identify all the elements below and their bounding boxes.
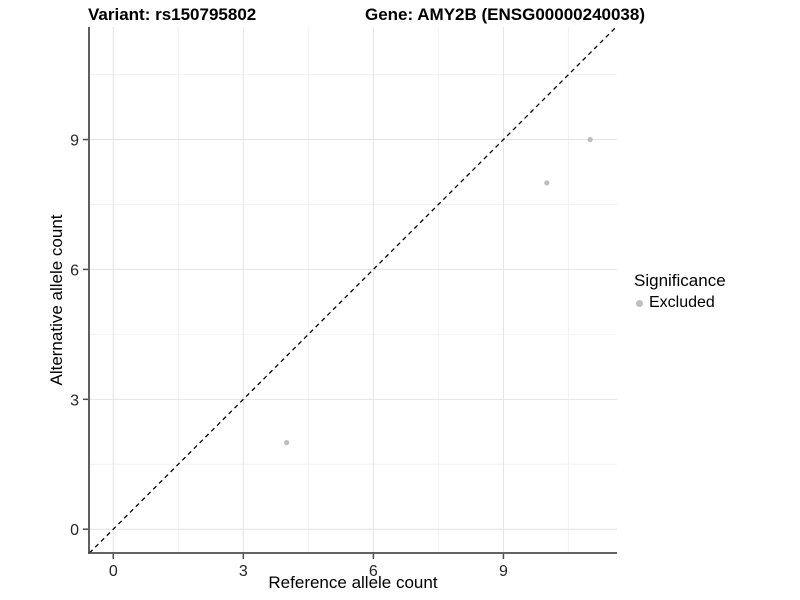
y-axis-title: Alternative allele count: [47, 214, 66, 386]
x-tick-label: 3: [239, 563, 248, 580]
legend-point-icon: [636, 299, 643, 307]
y-tick-label: 3: [70, 392, 79, 409]
legend: Significance Excluded: [634, 271, 726, 312]
x-tick-label: 9: [499, 563, 508, 580]
x-axis-title: Reference allele count: [268, 573, 438, 592]
x-tick-label: 6: [369, 563, 378, 580]
legend-title: Significance: [634, 271, 726, 290]
y-tick-label: 6: [70, 262, 79, 279]
legend-item-label: Excluded: [649, 294, 715, 311]
data-point: [587, 136, 593, 143]
x-tick-label: 0: [109, 563, 118, 580]
plot-title-variant: Variant: rs150795802: [88, 5, 257, 24]
legend-item-excluded: Excluded: [634, 294, 726, 312]
y-tick-label: 0: [70, 522, 79, 539]
identity-reference-line: [88, 26, 617, 554]
y-tick-label: 9: [70, 133, 79, 150]
data-point: [284, 440, 290, 446]
data-point: [544, 180, 550, 186]
plot-title-gene: Gene: AMY2B (ENSG00000240038): [365, 5, 646, 24]
